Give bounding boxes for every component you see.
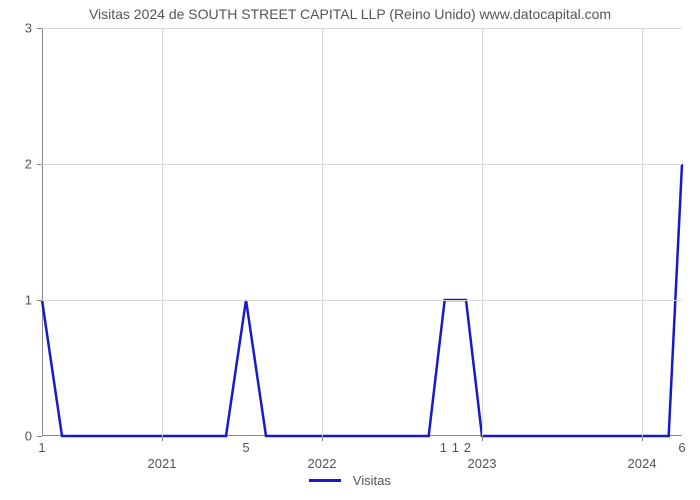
x-tick-mark [162, 436, 163, 441]
line-series [42, 28, 682, 436]
x-tick-mark [482, 436, 483, 441]
legend-label: Visitas [353, 473, 391, 488]
x-value-label: 1 [38, 440, 45, 455]
x-year-label: 2021 [148, 456, 177, 471]
y-tick-mark [37, 436, 42, 437]
x-value-label: 5 [242, 440, 249, 455]
y-tick-mark [37, 164, 42, 165]
x-value-label: 2 [464, 440, 471, 455]
grid-line-v [482, 28, 483, 436]
x-tick-mark [642, 436, 643, 441]
y-tick-label: 0 [14, 429, 32, 444]
y-tick-label: 3 [14, 21, 32, 36]
x-value-label: 1 [440, 440, 447, 455]
legend: Visitas [0, 472, 700, 488]
grid-line-v [642, 28, 643, 436]
grid-line-h [42, 28, 682, 29]
y-tick-label: 1 [14, 293, 32, 308]
grid-line-v [162, 28, 163, 436]
plot-area [42, 28, 682, 436]
x-year-label: 2023 [468, 456, 497, 471]
x-value-label: 6 [678, 440, 685, 455]
grid-line-h [42, 164, 682, 165]
x-value-label: 1 [452, 440, 459, 455]
x-tick-mark [322, 436, 323, 441]
x-year-label: 2024 [628, 456, 657, 471]
y-tick-mark [37, 28, 42, 29]
chart-title: Visitas 2024 de SOUTH STREET CAPITAL LLP… [0, 6, 700, 22]
grid-line-h [42, 300, 682, 301]
grid-line-v [322, 28, 323, 436]
legend-swatch [309, 479, 341, 482]
y-tick-mark [37, 300, 42, 301]
x-year-label: 2022 [308, 456, 337, 471]
y-tick-label: 2 [14, 157, 32, 172]
